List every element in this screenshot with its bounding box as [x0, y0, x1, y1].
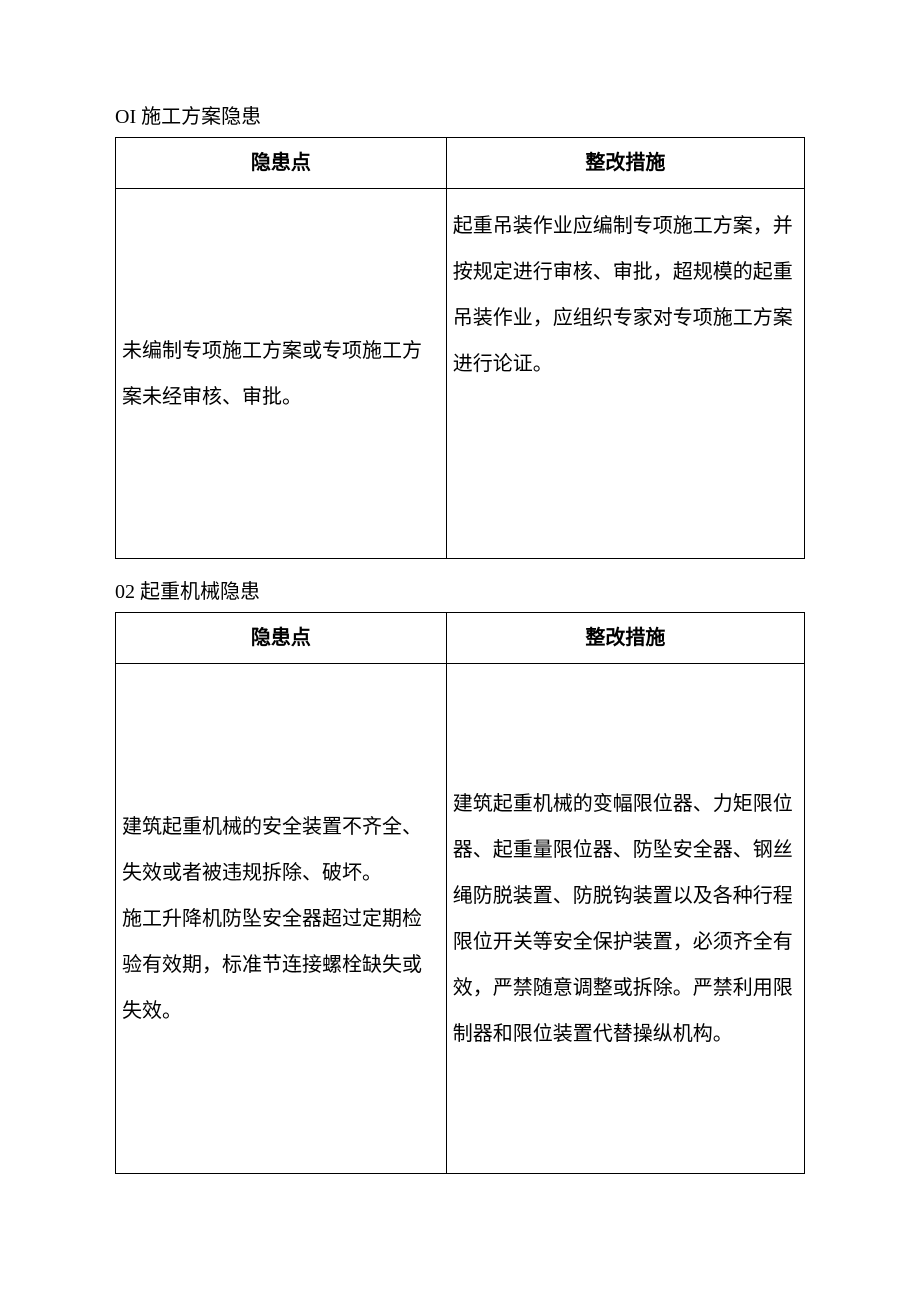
- cell-hazard: 建筑起重机械的安全装置不齐全、失效或者被违规拆除、破坏。施工升降机防坠安全器超过…: [116, 664, 447, 1174]
- table-row: 未编制专项施工方案或专项施工方案未经审核、审批。 起重吊装作业应编制专项施工方案…: [116, 189, 805, 559]
- header-measure: 整改措施: [446, 613, 804, 664]
- cell-measure: 建筑起重机械的变幅限位器、力矩限位器、起重量限位器、防坠安全器、钢丝绳防脱装置、…: [446, 664, 804, 1174]
- table-header-row: 隐患点 整改措施: [116, 613, 805, 664]
- cell-measure: 起重吊装作业应编制专项施工方案，并按规定进行审核、审批，超规模的起重吊装作业，应…: [446, 189, 804, 559]
- header-hazard: 隐患点: [116, 613, 447, 664]
- section2-title: 02 起重机械隐患: [115, 575, 805, 604]
- table-header-row: 隐患点 整改措施: [116, 138, 805, 189]
- header-measure: 整改措施: [446, 138, 804, 189]
- section1-title: OI 施工方案隐患: [115, 100, 805, 129]
- cell-hazard: 未编制专项施工方案或专项施工方案未经审核、审批。: [116, 189, 447, 559]
- header-hazard: 隐患点: [116, 138, 447, 189]
- table-2: 隐患点 整改措施 建筑起重机械的安全装置不齐全、失效或者被违规拆除、破坏。施工升…: [115, 612, 805, 1174]
- table-1: 隐患点 整改措施 未编制专项施工方案或专项施工方案未经审核、审批。 起重吊装作业…: [115, 137, 805, 559]
- table-row: 建筑起重机械的安全装置不齐全、失效或者被违规拆除、破坏。施工升降机防坠安全器超过…: [116, 664, 805, 1174]
